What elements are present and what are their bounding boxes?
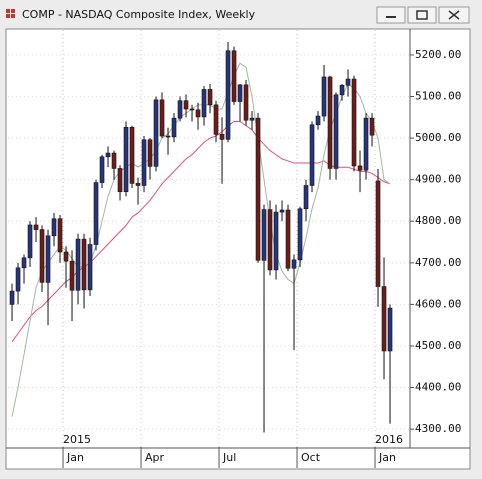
candle-body bbox=[261, 209, 267, 261]
window-title: COMP - NASDAQ Composite Index, Weekly bbox=[22, 8, 256, 21]
year-label: 2015 bbox=[63, 433, 91, 446]
candle-body bbox=[237, 84, 243, 102]
candle-body bbox=[303, 185, 309, 210]
candle-body bbox=[345, 78, 351, 86]
y-tick-label: 4500.00 bbox=[415, 339, 461, 352]
x-tick-label: Oct bbox=[301, 451, 321, 464]
candle-body bbox=[195, 109, 201, 118]
y-tick-label: 4300.00 bbox=[415, 422, 461, 435]
candle-body bbox=[231, 50, 237, 102]
candle-body bbox=[357, 165, 363, 171]
y-tick-label: 4800.00 bbox=[415, 214, 461, 227]
candle-body bbox=[21, 257, 27, 269]
candle-body bbox=[69, 260, 75, 291]
candle-body bbox=[33, 224, 39, 230]
candle-body bbox=[45, 235, 51, 283]
candle-body bbox=[9, 290, 15, 305]
app-icon bbox=[6, 9, 15, 18]
candle-body bbox=[363, 117, 369, 171]
candle-body bbox=[225, 50, 231, 140]
candle-body bbox=[177, 100, 183, 119]
moving-average-line bbox=[11, 120, 391, 343]
candle-body bbox=[297, 208, 303, 261]
candle-body bbox=[285, 209, 291, 269]
candle-body bbox=[333, 94, 339, 169]
candle-body bbox=[351, 78, 357, 167]
minimize-button[interactable] bbox=[376, 6, 406, 24]
candle-body bbox=[159, 99, 165, 137]
candle-body bbox=[273, 211, 279, 271]
candle-body bbox=[27, 224, 33, 259]
close-button[interactable] bbox=[438, 6, 470, 24]
candle-body bbox=[249, 117, 255, 121]
y-tick-label: 4600.00 bbox=[415, 297, 461, 310]
candle-body bbox=[219, 134, 225, 140]
candle-body bbox=[375, 180, 381, 287]
moving-average-line bbox=[11, 62, 391, 417]
candle-body bbox=[99, 156, 105, 183]
candle-body bbox=[255, 117, 261, 261]
y-tick-label: 5200.00 bbox=[415, 48, 461, 61]
year-label: 2016 bbox=[375, 433, 403, 446]
candle-body bbox=[201, 89, 207, 118]
y-tick-label: 4700.00 bbox=[415, 256, 461, 269]
candle-body bbox=[147, 139, 153, 167]
candle-body bbox=[213, 104, 219, 135]
candle-body bbox=[189, 108, 195, 111]
candle-body bbox=[381, 286, 387, 352]
candle-body bbox=[129, 126, 135, 184]
candle-body bbox=[315, 115, 321, 126]
candle-body bbox=[135, 183, 141, 186]
x-tick-label: Apr bbox=[145, 451, 165, 464]
candle-body bbox=[153, 99, 159, 167]
y-tick-label: 4900.00 bbox=[415, 173, 461, 186]
candle-body bbox=[123, 126, 129, 193]
candle-body bbox=[165, 135, 171, 138]
candle-body bbox=[63, 251, 69, 262]
y-tick-label: 4400.00 bbox=[415, 381, 461, 394]
candle-body bbox=[87, 244, 93, 291]
candle-body bbox=[207, 89, 213, 106]
candle-body bbox=[339, 84, 345, 96]
y-tick-label: 5100.00 bbox=[415, 90, 461, 103]
candle-body bbox=[183, 100, 189, 110]
candle-body bbox=[279, 209, 285, 213]
candle-body bbox=[243, 84, 249, 121]
x-tick-label: Jan bbox=[378, 451, 396, 464]
candle-body bbox=[141, 139, 147, 186]
candle-body bbox=[81, 238, 87, 291]
candle-body bbox=[267, 209, 273, 271]
candle-body bbox=[291, 259, 297, 269]
candle-body bbox=[387, 307, 393, 352]
candle-body bbox=[93, 182, 99, 245]
x-tick-label: Jul bbox=[222, 451, 236, 464]
candle-body bbox=[15, 267, 21, 292]
maximize-button[interactable] bbox=[407, 6, 437, 24]
candle-body bbox=[111, 152, 117, 169]
candle-body bbox=[321, 76, 327, 117]
y-tick-label: 5000.00 bbox=[415, 131, 461, 144]
candle-body bbox=[327, 76, 333, 169]
x-tick-label: Jan bbox=[66, 451, 84, 464]
candle-body bbox=[309, 124, 315, 186]
candle-body bbox=[171, 117, 177, 138]
candle-body bbox=[51, 218, 57, 237]
candle-body bbox=[57, 218, 63, 253]
candle-body bbox=[117, 168, 123, 193]
candle-body bbox=[75, 238, 81, 291]
candle-body bbox=[105, 152, 111, 158]
candle-body bbox=[369, 117, 375, 136]
candle-body bbox=[39, 229, 45, 283]
